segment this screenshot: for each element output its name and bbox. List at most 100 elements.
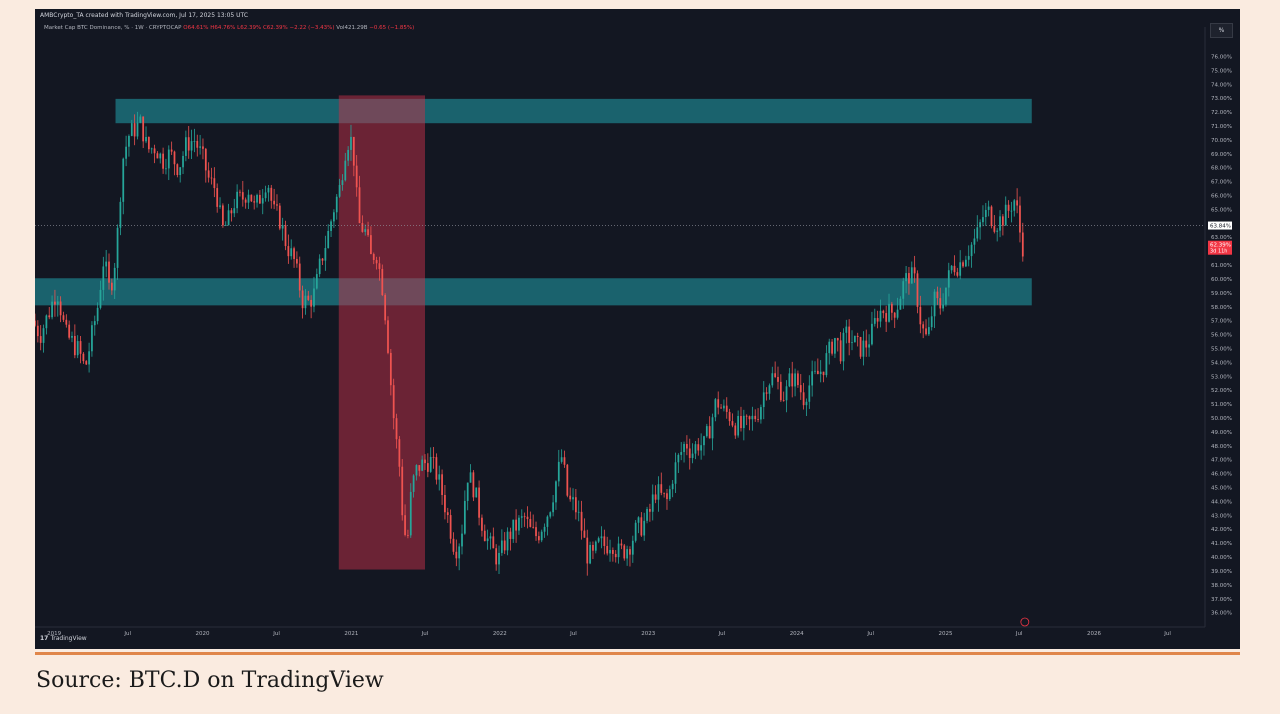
symbol-name[interactable]: Market Cap BTC Dominance, % · 1W · CRYPT… bbox=[44, 25, 182, 31]
candle-body bbox=[577, 511, 580, 513]
candle-body bbox=[273, 200, 276, 205]
y-tick-label: 71.00% bbox=[1211, 124, 1232, 130]
candle-body bbox=[871, 323, 873, 345]
candle-body bbox=[740, 415, 742, 429]
candle-body bbox=[93, 321, 96, 326]
candle-body bbox=[42, 328, 45, 343]
candle-body bbox=[276, 204, 278, 206]
candle-body bbox=[962, 262, 964, 267]
candle-body bbox=[108, 261, 110, 283]
candle-body bbox=[441, 474, 443, 495]
candle-body bbox=[557, 461, 560, 482]
x-tick-label: 2026 bbox=[1087, 631, 1101, 637]
candle-body bbox=[179, 167, 182, 175]
candle-body bbox=[156, 153, 159, 159]
candle-body bbox=[130, 123, 133, 136]
candle-body bbox=[651, 494, 654, 512]
candle-body bbox=[546, 516, 549, 527]
y-tick-label: 55.00% bbox=[1211, 346, 1232, 352]
y-tick-label: 50.00% bbox=[1211, 416, 1232, 422]
tradingview-logo[interactable]: 𝟭𝟳 TradingView bbox=[40, 635, 87, 642]
candle-body bbox=[35, 320, 36, 326]
candle-body bbox=[728, 411, 731, 422]
candle-body bbox=[318, 258, 321, 275]
candle-body bbox=[233, 208, 236, 214]
x-tick-label: 2023 bbox=[641, 631, 655, 637]
candle-body bbox=[535, 527, 537, 537]
candle-body bbox=[606, 545, 609, 554]
candle-body bbox=[890, 303, 893, 313]
candle-body bbox=[503, 540, 506, 551]
y-tick-label: 60.00% bbox=[1211, 277, 1232, 283]
candle-body bbox=[307, 295, 310, 300]
candle-body bbox=[805, 401, 808, 406]
candle-body bbox=[771, 373, 774, 386]
percent-scale-button[interactable]: % bbox=[1210, 23, 1233, 38]
candle-body bbox=[344, 160, 347, 181]
candle-body bbox=[629, 549, 631, 555]
candle-body bbox=[825, 353, 828, 376]
candle-body bbox=[389, 352, 392, 386]
candle-body bbox=[298, 263, 301, 291]
x-tick-label: Jul bbox=[1163, 631, 1171, 637]
candle-body bbox=[495, 548, 498, 565]
y-tick-label: 75.00% bbox=[1211, 68, 1232, 74]
candle-body bbox=[697, 444, 700, 451]
y-tick-label: 63.00% bbox=[1211, 235, 1232, 241]
candle-body bbox=[905, 273, 907, 282]
candle-body bbox=[686, 443, 688, 449]
candle-body bbox=[720, 407, 722, 409]
candle-body bbox=[458, 546, 461, 559]
y-tick-label: 76.00% bbox=[1211, 54, 1232, 60]
candle-body bbox=[500, 540, 503, 553]
candle-body bbox=[45, 315, 48, 329]
candle-body bbox=[239, 191, 241, 193]
candle-body bbox=[438, 474, 441, 480]
candle-body bbox=[224, 225, 227, 226]
candle-body bbox=[65, 319, 68, 325]
candle-body bbox=[395, 418, 398, 440]
candle-body bbox=[509, 531, 512, 539]
candle-body bbox=[788, 373, 791, 387]
candle-body bbox=[927, 327, 930, 335]
y-tick-label: 72.00% bbox=[1211, 110, 1232, 116]
candle-body bbox=[461, 533, 463, 547]
candle-body bbox=[999, 216, 1001, 231]
candle-body bbox=[723, 405, 725, 409]
candle-body bbox=[876, 318, 879, 322]
candle-body bbox=[888, 303, 890, 322]
candle-body bbox=[498, 552, 500, 565]
candle-body bbox=[910, 267, 913, 284]
candle-body bbox=[59, 301, 62, 316]
candle-body bbox=[865, 340, 868, 348]
candle-body bbox=[592, 544, 594, 551]
candle-body bbox=[984, 209, 987, 218]
candle-body bbox=[207, 170, 210, 178]
price-chart[interactable]: 36.00% 37.00% 38.00% 39.00% 40.00% 41.00% 42.0… bbox=[35, 9, 1240, 649]
candle-body bbox=[668, 489, 671, 500]
candle-body bbox=[466, 482, 469, 501]
y-tick-label: 44.00% bbox=[1211, 499, 1232, 505]
symbol-legend: Market Cap BTC Dominance, % · 1W · CRYPT… bbox=[44, 25, 414, 31]
candle-body bbox=[563, 457, 566, 465]
y-tick-label: 45.00% bbox=[1211, 486, 1232, 492]
candle-body bbox=[202, 146, 204, 149]
candle-body bbox=[680, 452, 683, 455]
candle-body bbox=[222, 205, 224, 226]
candle-body bbox=[196, 140, 199, 148]
candle-body bbox=[327, 230, 330, 249]
bar-replay-icon[interactable] bbox=[1020, 617, 1030, 627]
candle-body bbox=[409, 491, 412, 536]
y-tick-label: 43.00% bbox=[1211, 513, 1232, 519]
candle-body bbox=[455, 551, 458, 559]
candle-body bbox=[836, 338, 839, 341]
candle-body bbox=[515, 519, 517, 531]
candle-body bbox=[96, 307, 99, 322]
legend-change: −2.22 (−3.43%) bbox=[289, 25, 335, 31]
candle-body bbox=[612, 549, 614, 554]
candle-body bbox=[321, 258, 324, 261]
y-tick-label: 54.00% bbox=[1211, 360, 1232, 366]
candle-body bbox=[281, 225, 284, 229]
candle-body bbox=[475, 487, 478, 498]
candle-body bbox=[908, 273, 910, 284]
